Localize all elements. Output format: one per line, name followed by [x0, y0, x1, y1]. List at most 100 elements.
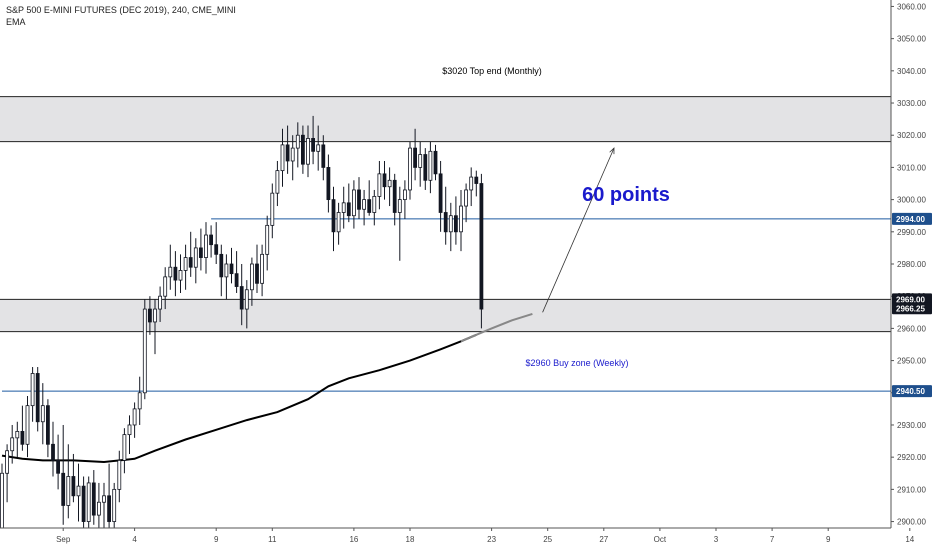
candle: [362, 189, 367, 226]
candle: [97, 482, 101, 528]
target-arrow-line: [542, 147, 615, 313]
candle-body-up: [341, 202, 346, 213]
x-tick-label: 9: [214, 535, 219, 544]
y-tick-label: 3020.00: [897, 131, 926, 140]
candle: [193, 238, 198, 284]
candle: [76, 463, 81, 522]
candle: [40, 383, 45, 445]
candle: [372, 189, 377, 226]
candle: [204, 222, 208, 274]
x-tick-label: 25: [543, 535, 552, 544]
x-tick-label: Oct: [654, 535, 667, 544]
candle: [290, 135, 295, 181]
price-tag-box: [892, 385, 932, 398]
support-zone: [0, 299, 891, 332]
candle: [168, 244, 173, 290]
candle: [66, 444, 71, 519]
candle-body-up: [459, 205, 463, 233]
candle: [30, 367, 35, 422]
candle-body-down: [438, 173, 443, 213]
candle-body-up: [25, 405, 30, 445]
y-tick-label: 3040.00: [897, 67, 926, 76]
candle: [285, 125, 290, 174]
candle-body-up: [0, 472, 4, 535]
candle: [234, 251, 239, 293]
candle-body-up: [387, 179, 392, 188]
y-tick-label: 2930.00: [897, 421, 926, 430]
y-tick-label: 3000.00: [897, 196, 926, 205]
candle: [163, 267, 168, 310]
candle-body-up: [464, 189, 469, 207]
candle-body-up: [295, 134, 300, 149]
candles-layer: [0, 115, 484, 550]
arrow-layer: [542, 147, 615, 313]
x-tick-label: 27: [599, 535, 608, 544]
candle-body-down: [214, 244, 219, 255]
candle-body-up: [265, 224, 270, 255]
candle-body-down: [433, 150, 438, 175]
symbol-title[interactable]: S&P 500 E-MINI FUTURES (DEC 2019), 240, …: [6, 5, 236, 15]
candle-body-up: [66, 476, 71, 506]
candle: [331, 186, 336, 252]
candle: [336, 202, 341, 245]
candle: [239, 264, 244, 326]
candle: [25, 396, 30, 458]
candle: [132, 402, 137, 438]
candle: [351, 180, 356, 229]
candle: [453, 196, 458, 245]
candle-body-up: [97, 501, 101, 516]
x-tick-label: 11: [268, 535, 277, 544]
candle-body-up: [5, 450, 9, 474]
x-tick-label: 18: [406, 535, 415, 544]
candle-body-up: [290, 147, 295, 162]
candle-body-up: [183, 257, 188, 271]
candle-body-down: [311, 138, 316, 152]
candle: [71, 453, 76, 503]
candle: [81, 476, 86, 528]
candle-body-down: [326, 167, 331, 201]
candle-body-up: [224, 263, 229, 278]
candle: [178, 254, 183, 293]
candle-body-down: [91, 482, 96, 516]
candle: [183, 244, 188, 290]
candle: [321, 135, 326, 181]
candle-body-up: [137, 392, 142, 410]
price-tag-label: 2966.25: [896, 304, 925, 313]
candle: [469, 167, 474, 207]
candle-body-up: [336, 212, 341, 233]
price-tag-label: 2994.00: [896, 215, 925, 224]
resistance-zone: [0, 96, 891, 142]
price-tag-label: 2969.00: [896, 295, 925, 304]
candle-body-up: [270, 192, 275, 226]
candle-body-up: [418, 154, 423, 168]
candle: [438, 160, 443, 232]
x-tick-label: 14: [905, 535, 914, 544]
candle-body-down: [51, 443, 55, 461]
candle: [249, 257, 254, 306]
chart-legend: S&P 500 E-MINI FUTURES (DEC 2019), 240, …: [6, 4, 236, 28]
candle: [219, 244, 224, 297]
candle-body-down: [198, 247, 203, 258]
candle: [402, 180, 407, 219]
candle-body-up: [469, 176, 474, 191]
indicator-label[interactable]: EMA: [6, 17, 26, 27]
candle: [316, 125, 321, 171]
candle: [418, 141, 423, 187]
candle: [209, 225, 214, 258]
candle: [413, 128, 418, 181]
candle-body-up: [351, 189, 356, 217]
candle: [270, 183, 275, 239]
candle-body-up: [362, 199, 367, 210]
price-tag-box: [892, 212, 932, 225]
candle: [387, 167, 392, 207]
y-tick-label: 3010.00: [897, 163, 926, 172]
y-tick-label: 2980.00: [897, 260, 926, 269]
x-tick-label: 9: [826, 535, 831, 544]
candle-body-up: [122, 434, 127, 461]
candle-body-up: [448, 215, 453, 233]
candle-body-up: [280, 144, 285, 172]
candle: [153, 299, 157, 355]
candle-body-down: [219, 253, 224, 278]
